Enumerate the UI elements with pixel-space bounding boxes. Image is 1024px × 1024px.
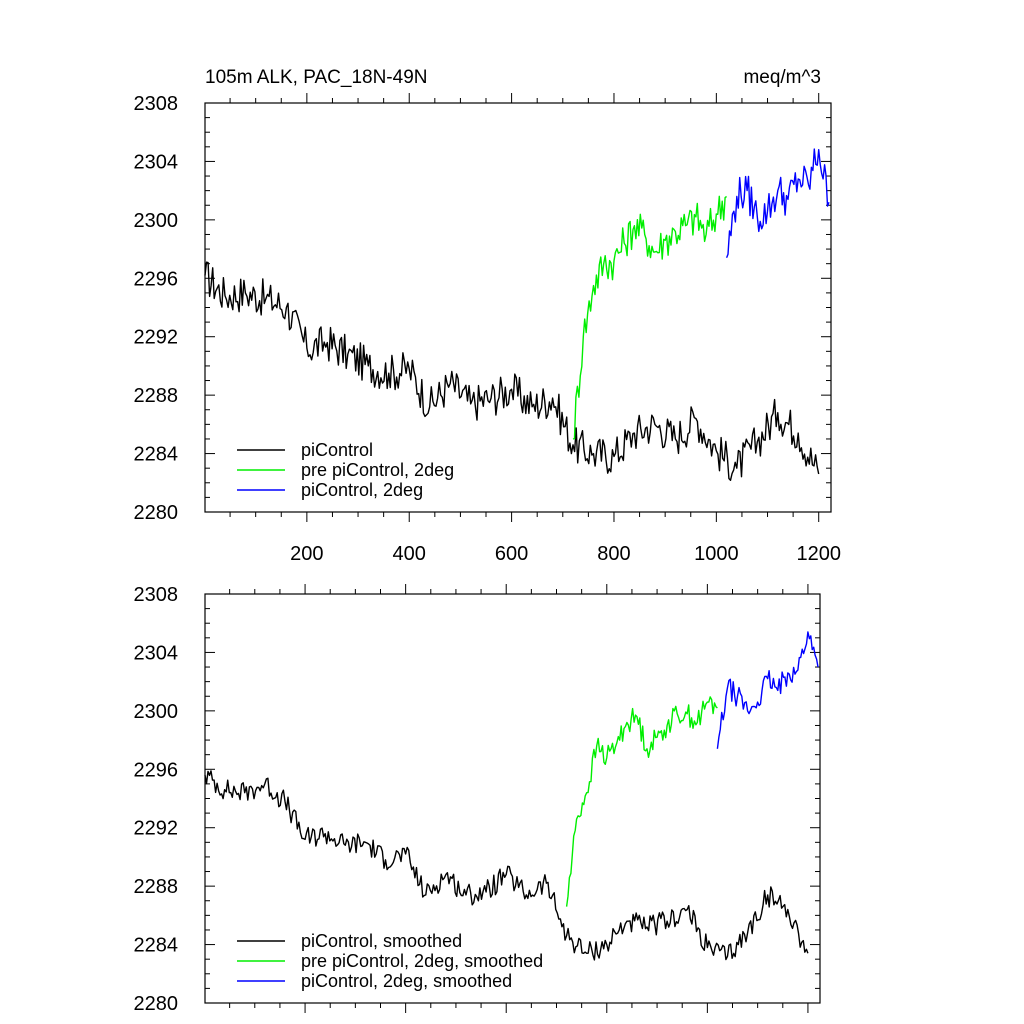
series-line-2 [725, 148, 830, 259]
y-tick-label: 2304 [134, 642, 179, 664]
series-line-0 [204, 261, 820, 481]
y-tick-label: 2308 [134, 584, 179, 606]
y-tick-label: 2288 [134, 385, 179, 407]
y-tick-label: 2284 [134, 935, 179, 957]
chart-title: 105m ALK, PAC_18N-49N [205, 67, 428, 88]
y-tick-label: 2300 [134, 210, 179, 232]
y-tick-label: 2296 [134, 759, 179, 781]
y-tick-label: 2288 [134, 876, 179, 898]
y-tick-label: 2296 [134, 268, 179, 290]
y-tick-label: 2292 [134, 327, 179, 349]
x-tick-label: 400 [393, 543, 426, 565]
series-line-2 [716, 631, 819, 749]
units-label: meq/m^3 [743, 67, 821, 88]
bottom-panel: 2280 2284 2288 2292 2296 2300 2304 2308 piContro… [134, 584, 821, 1015]
series-line-1 [565, 696, 718, 907]
y-tick-label: 2308 [134, 93, 179, 115]
series-line-0 [204, 770, 809, 961]
y-tick-label: 2280 [134, 993, 179, 1015]
x-tick-label: 600 [495, 543, 528, 565]
plot-frame [204, 102, 832, 513]
x-tick-label: 800 [597, 543, 630, 565]
y-tick-label: 2280 [134, 502, 179, 524]
y-tick-label: 2300 [134, 701, 179, 723]
y-tick-label: 2284 [134, 444, 179, 466]
y-tick-label: 2292 [134, 818, 179, 840]
series-line-1 [572, 195, 728, 440]
legend-label: piControl, 2deg [301, 480, 423, 500]
legend-label: piControl, smoothed [301, 931, 462, 951]
legend-label: pre piControl, 2deg, smoothed [301, 951, 543, 971]
legend-label: piControl [301, 440, 373, 460]
x-tick-label: 1200 [796, 543, 841, 565]
top-panel: 2280 2284 2288 2292 2296 2300 2304 2308 200 400 60… [134, 67, 841, 565]
plot-frame [204, 593, 821, 1004]
x-tick-label: 1000 [694, 543, 739, 565]
y-tick-label: 2304 [134, 151, 179, 173]
legend-label: pre piControl, 2deg [301, 460, 454, 480]
legend-label: piControl, 2deg, smoothed [301, 971, 512, 991]
x-tick-label: 200 [290, 543, 323, 565]
